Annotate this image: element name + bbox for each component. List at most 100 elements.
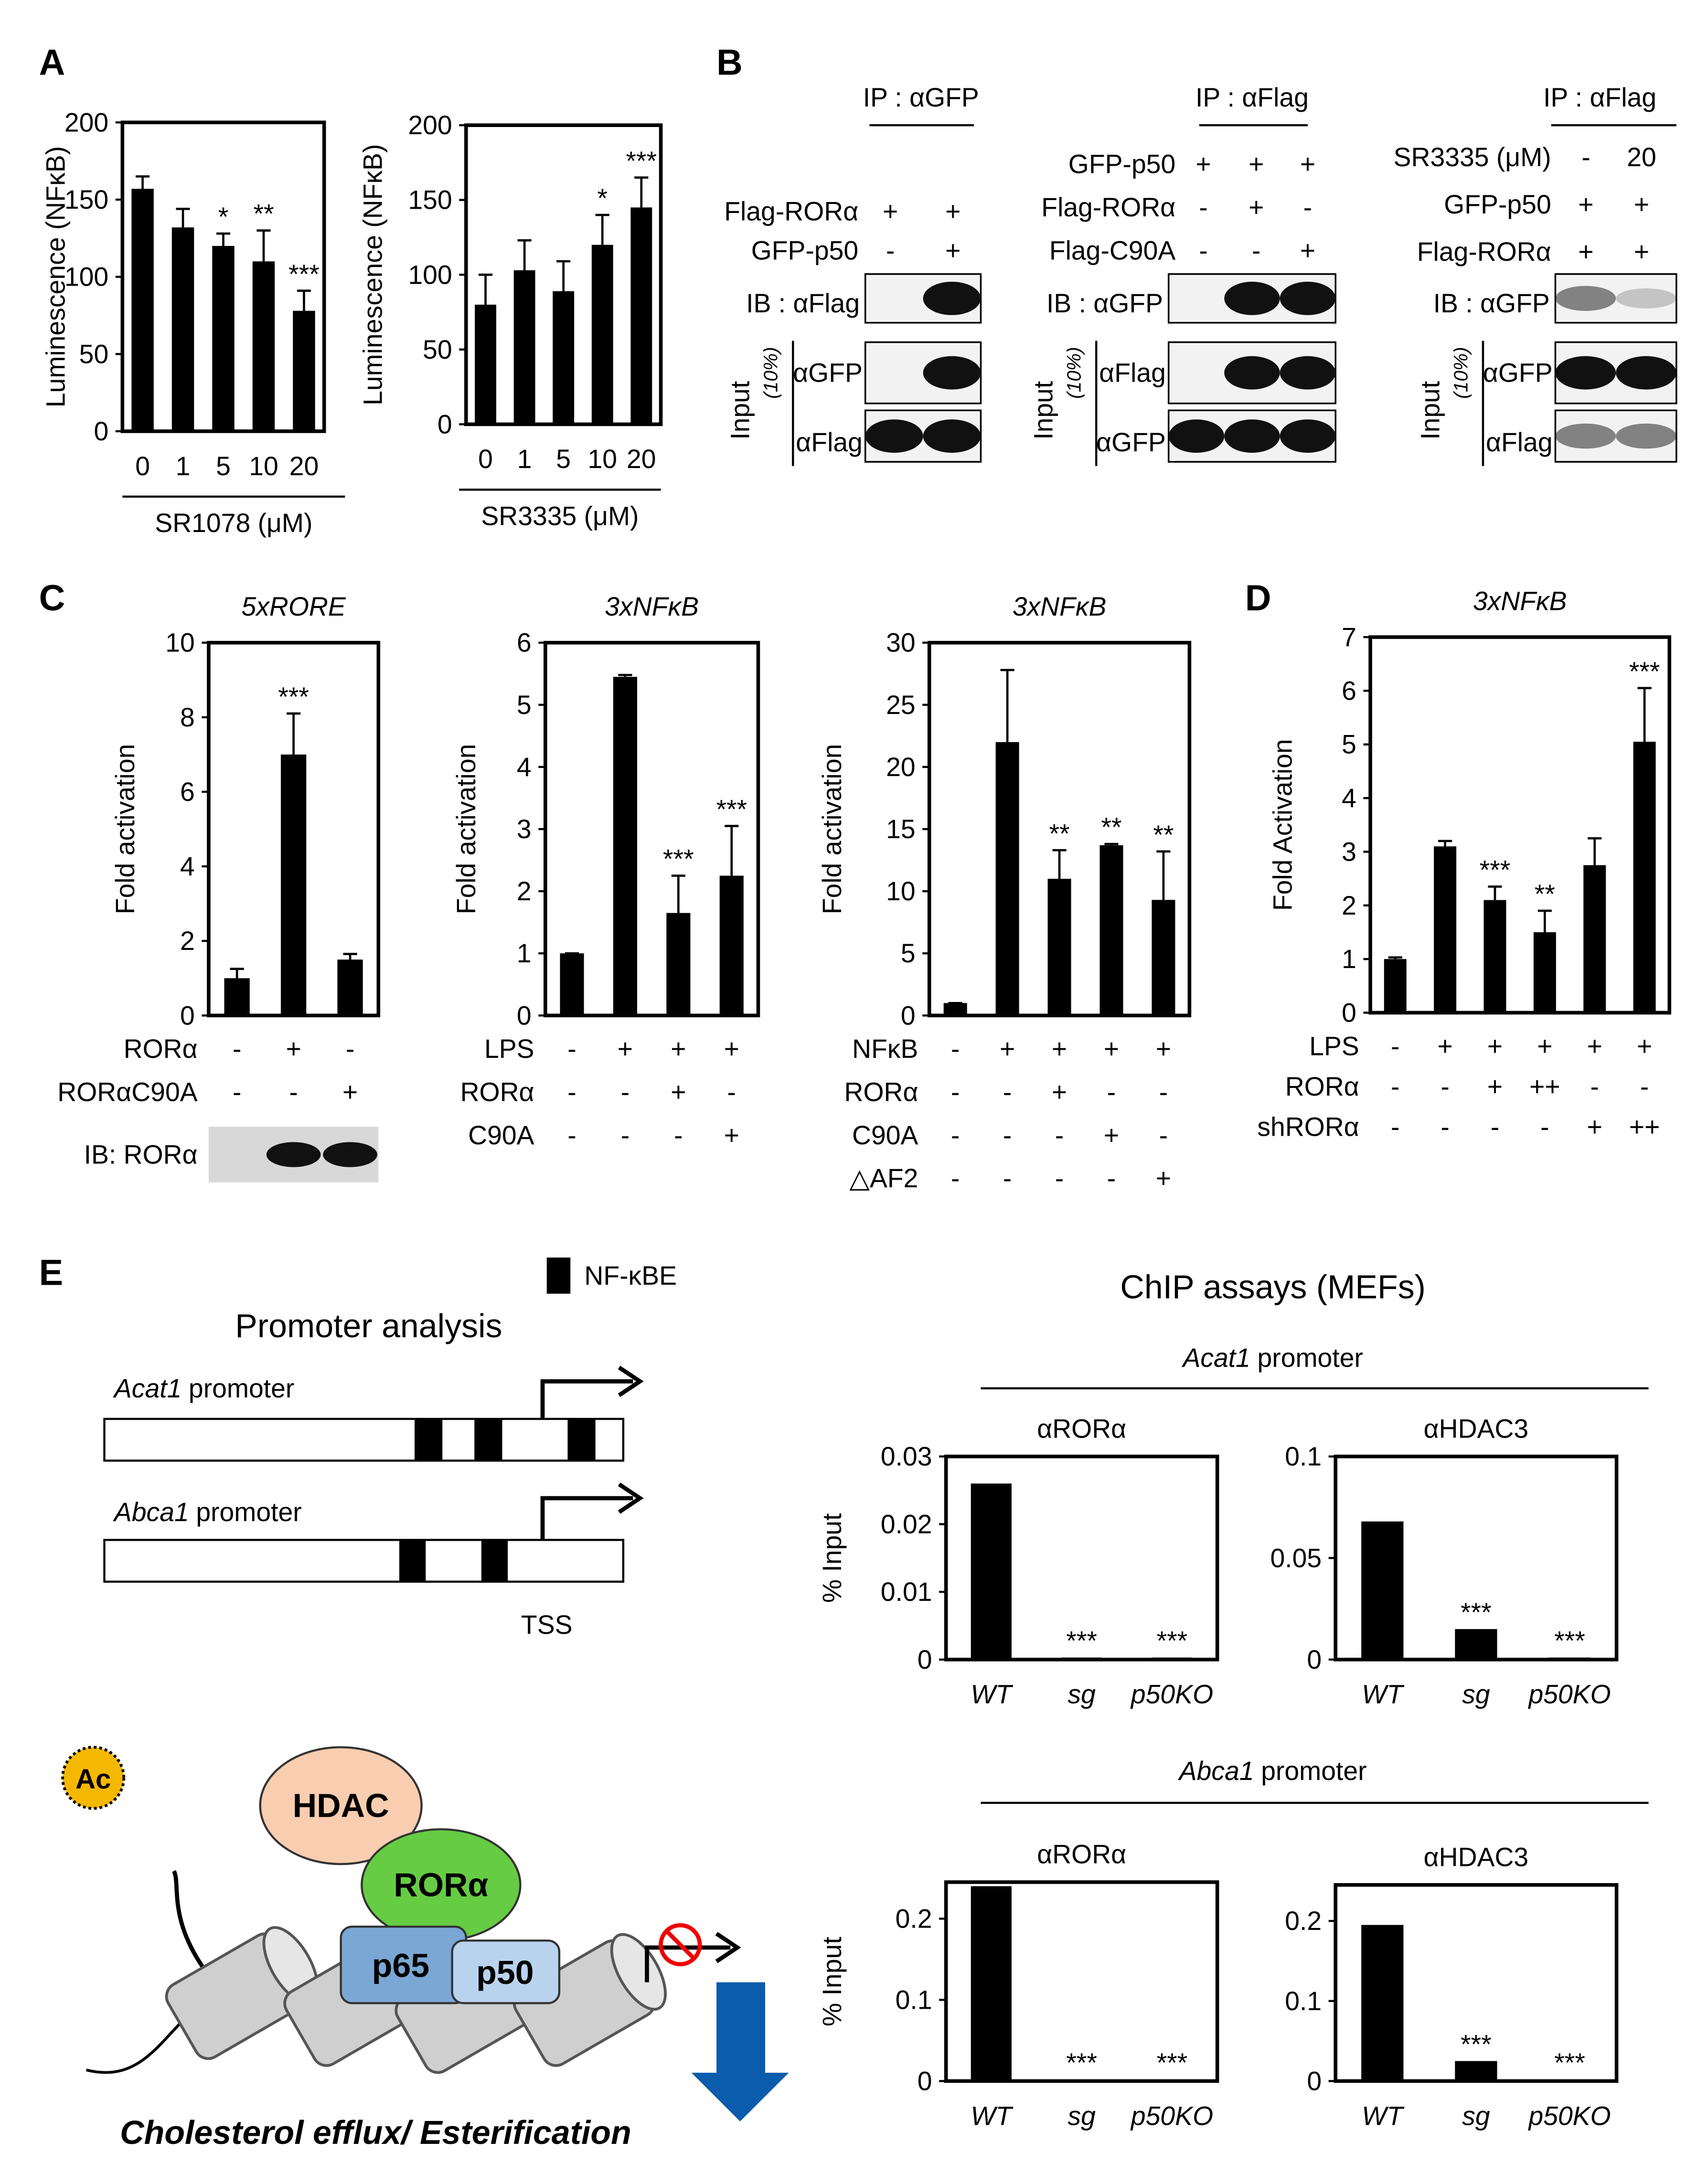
error-bar bbox=[176, 208, 190, 228]
condition-mark: + bbox=[1578, 190, 1593, 219]
x-tick-label: 10 bbox=[249, 451, 278, 481]
error-bar bbox=[256, 229, 271, 262]
condition-mark: - bbox=[1391, 1112, 1399, 1141]
significance: *** bbox=[1066, 2048, 1097, 2077]
error-bar bbox=[136, 175, 150, 189]
bar bbox=[1047, 879, 1071, 1016]
input-fraction: (10%) bbox=[760, 347, 782, 399]
gene: Acat1 bbox=[1181, 1343, 1250, 1373]
condition-mark: + bbox=[1587, 1112, 1602, 1141]
x-tick-label: 20 bbox=[289, 451, 319, 481]
significance: *** bbox=[288, 259, 320, 289]
error-bar bbox=[671, 874, 685, 913]
error-bar bbox=[556, 260, 571, 291]
hdac-shape bbox=[259, 1746, 423, 1865]
bar bbox=[1361, 1925, 1404, 2081]
significance: *** bbox=[1461, 2030, 1492, 2059]
y-tick-label: 0 bbox=[180, 1001, 195, 1030]
y-tick-label: 0.1 bbox=[896, 1985, 932, 2014]
band bbox=[1280, 281, 1336, 315]
significance: *** bbox=[716, 795, 747, 824]
condition-mark: + bbox=[671, 1034, 686, 1064]
condition-mark: - bbox=[1199, 235, 1207, 265]
condition-mark: - bbox=[886, 235, 895, 265]
bar bbox=[1434, 846, 1457, 1013]
error-bar bbox=[1000, 669, 1014, 742]
x-tick-label: sg bbox=[1067, 2101, 1096, 2131]
no-sign bbox=[665, 1929, 696, 1960]
condition-mark: - bbox=[1581, 142, 1590, 172]
hdac-label: HDAC bbox=[293, 1787, 389, 1824]
chip-title: ChIP assays (MEFs) bbox=[1120, 1268, 1426, 1305]
condition-mark: + bbox=[671, 1077, 686, 1107]
condition-mark: - bbox=[233, 1034, 241, 1064]
significance: ** bbox=[1535, 879, 1555, 909]
ror-label: RORα bbox=[394, 1866, 488, 1904]
condition-mark: + bbox=[1104, 1034, 1119, 1064]
condition-label: RORαC90A bbox=[57, 1077, 197, 1107]
condition-mark: - bbox=[1003, 1163, 1012, 1193]
y-tick-label: 5 bbox=[901, 938, 916, 968]
y-tick-label: 200 bbox=[408, 110, 452, 140]
significance: ** bbox=[253, 199, 274, 229]
band bbox=[865, 419, 923, 453]
condition-mark: - bbox=[1303, 192, 1312, 222]
y-tick-label: 1 bbox=[517, 938, 532, 968]
input-fraction: (10%) bbox=[1450, 347, 1472, 399]
chart-title: 3xNFκB bbox=[605, 592, 699, 621]
y-tick-label: 3 bbox=[1342, 837, 1356, 866]
ib-label: IB : αFlag bbox=[746, 288, 860, 318]
y-tick-label: 0.2 bbox=[896, 1904, 932, 1933]
y-tick-label: 25 bbox=[886, 690, 916, 720]
panel-labels: A B C D E bbox=[39, 43, 1271, 1293]
condition-label: GFP-p50 bbox=[751, 235, 858, 265]
condition-mark: + bbox=[1156, 1163, 1171, 1193]
y-tick-label: 2 bbox=[1342, 891, 1356, 920]
condition-label: Flag-C90A bbox=[1049, 235, 1176, 265]
condition-mark: + bbox=[1000, 1034, 1015, 1064]
condition-mark: - bbox=[1199, 192, 1207, 222]
error-bar bbox=[1488, 885, 1502, 900]
legend-swatch bbox=[546, 1257, 571, 1294]
y-axis-label: Fold activation bbox=[110, 744, 140, 915]
gene: Abca1 bbox=[113, 1497, 189, 1527]
condition-mark: - bbox=[1391, 1031, 1399, 1061]
y-tick-label: 0.05 bbox=[1270, 1543, 1322, 1573]
band bbox=[1616, 288, 1676, 309]
condition-mark: + bbox=[1634, 237, 1649, 266]
x-tick-label: 1 bbox=[176, 451, 191, 481]
bar bbox=[224, 978, 250, 1016]
y-tick-label: 100 bbox=[408, 260, 452, 289]
p50-shape bbox=[451, 1939, 561, 2004]
p65-label: p65 bbox=[372, 1947, 429, 1984]
condition-mark: - bbox=[1540, 1112, 1549, 1141]
condition-mark: + bbox=[1248, 149, 1264, 179]
condition-mark: ++ bbox=[1529, 1072, 1560, 1101]
input-fraction: (10%) bbox=[1063, 347, 1085, 399]
condition-mark: + bbox=[1587, 1031, 1602, 1061]
y-tick-label: 3 bbox=[517, 814, 532, 844]
band bbox=[323, 1142, 377, 1167]
condition-mark: + bbox=[1634, 190, 1649, 219]
condition-label: Flag-RORα bbox=[1417, 237, 1551, 266]
x-tick-label: sg bbox=[1462, 2101, 1490, 2131]
gene: Acat1 bbox=[113, 1374, 181, 1403]
condition-mark: 20 bbox=[1627, 142, 1656, 172]
condition-mark: - bbox=[621, 1077, 629, 1107]
tss-arrowhead bbox=[618, 1482, 644, 1514]
ib-label: IB : αGFP bbox=[1046, 288, 1163, 318]
band bbox=[1224, 281, 1280, 315]
y-tick-label: 20 bbox=[886, 752, 916, 782]
y-axis-label: Luminescence (NFκB) bbox=[358, 144, 388, 405]
tss-arrow bbox=[540, 1379, 633, 1419]
chip-promoter: Acat1 promoter bbox=[1181, 1343, 1363, 1373]
error-bar bbox=[1588, 837, 1602, 865]
condition-mark: - bbox=[1003, 1120, 1012, 1150]
ip-label: IP : αFlag bbox=[1543, 83, 1656, 112]
y-tick-label: 0 bbox=[918, 1645, 932, 1674]
condition-label: shRORα bbox=[1257, 1112, 1359, 1141]
chip-promoter: Abca1 promoter bbox=[1178, 1756, 1367, 1786]
condition-mark: + bbox=[1578, 237, 1593, 266]
bar bbox=[1533, 932, 1556, 1013]
promoter-title: Promoter analysis bbox=[235, 1307, 502, 1344]
